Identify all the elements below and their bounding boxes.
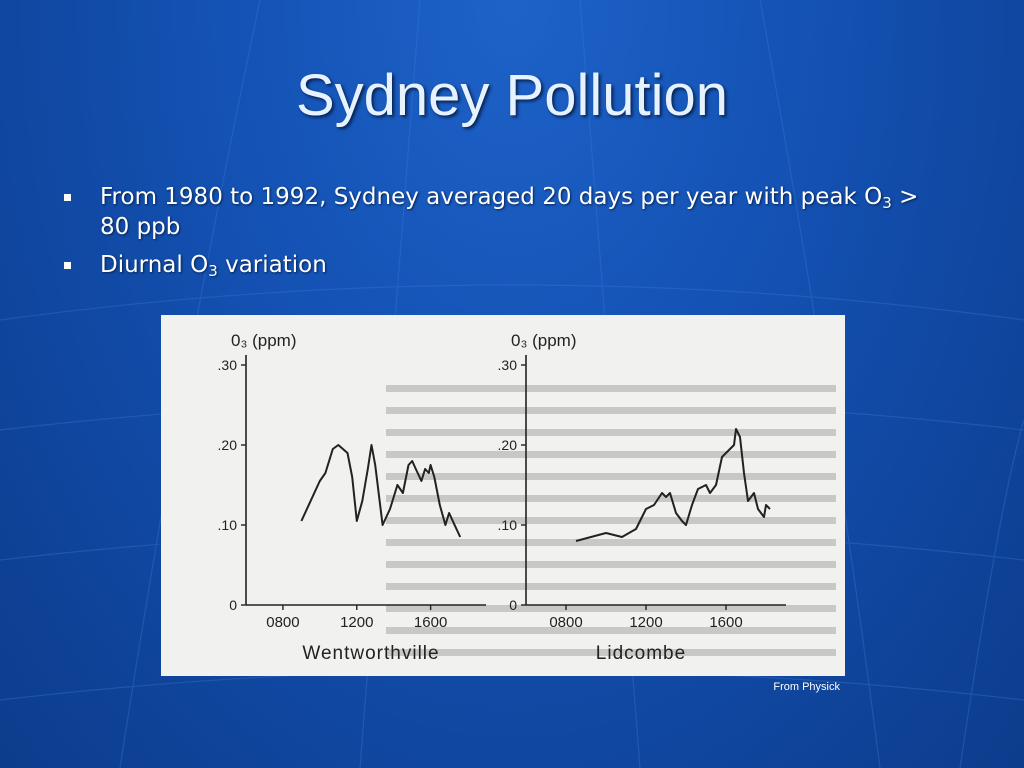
y-tick-label: .20 [218,437,238,453]
ozone-charts: 0 .10 .20 .30 0800 1200 1600 0₃ (ppm) Wentworthv… [218,331,836,664]
bullet-text: From 1980 to 1992, Sydney averaged 20 da… [100,184,883,210]
bullet-list: From 1980 to 1992, Sydney averaged 20 da… [60,182,940,288]
slide-title: Sydney Pollution [295,63,729,128]
y-tick-label: .10 [498,517,518,533]
chart-title: Wentworthville [302,643,439,664]
ozone-figure: 0 .10 .20 .30 0800 1200 1600 0₃ (ppm) Wentworthv… [161,315,845,676]
y-tick-label: .20 [498,437,518,453]
y-tick-label: .30 [498,357,518,373]
y-tick-label: .30 [218,357,238,373]
y-axis-label: 0₃ (ppm) [231,331,297,350]
bullet-text: Diurnal O [100,252,209,278]
y-tick-label: 0 [229,597,237,613]
x-tick-label: 1600 [414,614,447,631]
y-tick-label: 0 [509,597,517,613]
y-axis-label: 0₃ (ppm) [511,331,577,350]
figure-caption: From Physick [773,681,840,693]
ozone-series-line [575,428,771,542]
ozone-series-line [300,444,462,538]
bullet-text-end: > 80 ppb [100,184,919,240]
y-tick-label: .10 [218,517,238,533]
bullet-item: Diurnal O3 variation [60,250,940,280]
x-tick-label: 1200 [629,614,662,631]
x-tick-label: 1600 [709,614,742,631]
x-tick-label: 0800 [549,614,582,631]
background-page-texture [386,385,836,656]
x-tick-label: 0800 [266,614,299,631]
bullet-item: From 1980 to 1992, Sydney averaged 20 da… [60,182,940,242]
x-tick-label: 1200 [340,614,373,631]
chart-title: Lidcombe [596,643,686,664]
bullet-marker-icon [64,262,71,269]
bullet-subscript: 3 [882,194,892,212]
bullet-subscript: 3 [208,262,218,280]
bullet-marker-icon [64,194,71,201]
bullet-text-end: variation [217,252,327,278]
